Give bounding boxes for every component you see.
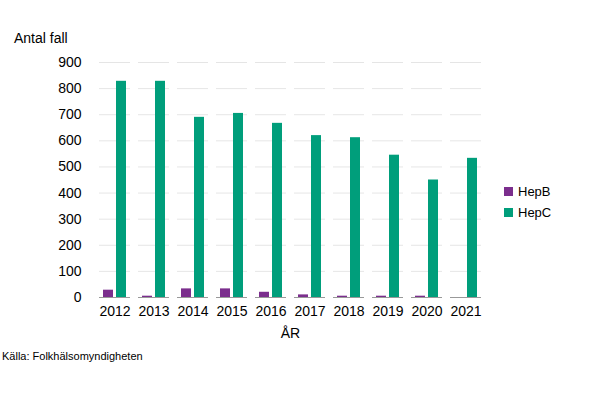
- svg-text:2013: 2013: [138, 303, 169, 319]
- svg-text:2015: 2015: [216, 303, 247, 319]
- svg-text:2018: 2018: [333, 303, 364, 319]
- html-text:HepB: HepB: [518, 184, 551, 199]
- svg-text:900: 900: [58, 54, 82, 70]
- svg-text:100: 100: [58, 263, 82, 279]
- svg-text:2016: 2016: [255, 303, 286, 319]
- svg-text:200: 200: [58, 237, 82, 253]
- svg-text:2020: 2020: [411, 303, 442, 319]
- html-text:HepC: HepC: [518, 205, 552, 220]
- svg-text:2012: 2012: [99, 303, 130, 319]
- svg-text:600: 600: [58, 132, 82, 148]
- svg-text:2019: 2019: [372, 303, 403, 319]
- svg-text:ÅR: ÅR: [281, 325, 300, 341]
- svg-text:800: 800: [58, 80, 82, 96]
- svg-text:500: 500: [58, 158, 82, 174]
- html-text:Antal fall: Antal fall: [14, 30, 68, 46]
- svg-text:400: 400: [58, 185, 82, 201]
- svg-text:300: 300: [58, 211, 82, 227]
- svg-text:2021: 2021: [450, 303, 481, 319]
- svg-text:0: 0: [74, 289, 82, 305]
- svg-text:2014: 2014: [177, 303, 208, 319]
- html-text:Källa: Folkhälsomyndigheten: Källa: Folkhälsomyndigheten: [2, 350, 143, 362]
- svg-text:2017: 2017: [294, 303, 325, 319]
- svg-text:700: 700: [58, 106, 82, 122]
